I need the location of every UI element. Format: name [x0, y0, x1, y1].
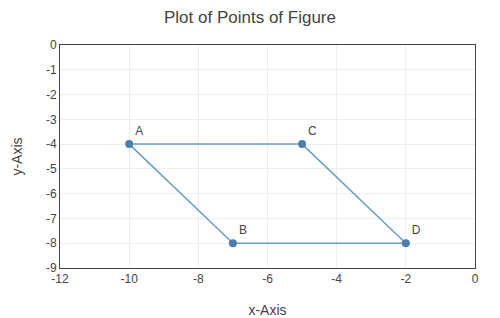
svg-text:-12: -12	[51, 272, 69, 286]
svg-text:-2: -2	[400, 272, 411, 286]
svg-text:-4: -4	[46, 137, 57, 151]
svg-text:-5: -5	[46, 162, 57, 176]
svg-text:C: C	[308, 124, 317, 138]
svg-text:0: 0	[472, 272, 479, 286]
svg-text:-8: -8	[46, 236, 57, 250]
svg-text:D: D	[412, 223, 421, 237]
svg-text:-9: -9	[46, 261, 57, 275]
svg-text:-2: -2	[46, 88, 57, 102]
svg-text:-8: -8	[193, 272, 204, 286]
svg-text:-6: -6	[262, 272, 273, 286]
svg-text:-3: -3	[46, 113, 57, 127]
svg-text:x-Axis: x-Axis	[248, 302, 286, 318]
svg-text:-7: -7	[46, 212, 57, 226]
svg-text:-1: -1	[46, 63, 57, 77]
svg-text:Plot of Points of Figure: Plot of Points of Figure	[164, 8, 336, 27]
svg-text:y-Axis: y-Axis	[9, 137, 25, 175]
svg-text:0: 0	[50, 38, 57, 52]
svg-text:A: A	[135, 124, 143, 138]
svg-text:-4: -4	[331, 272, 342, 286]
svg-text:-6: -6	[46, 187, 57, 201]
svg-text:-10: -10	[120, 272, 138, 286]
svg-text:B: B	[239, 223, 247, 237]
